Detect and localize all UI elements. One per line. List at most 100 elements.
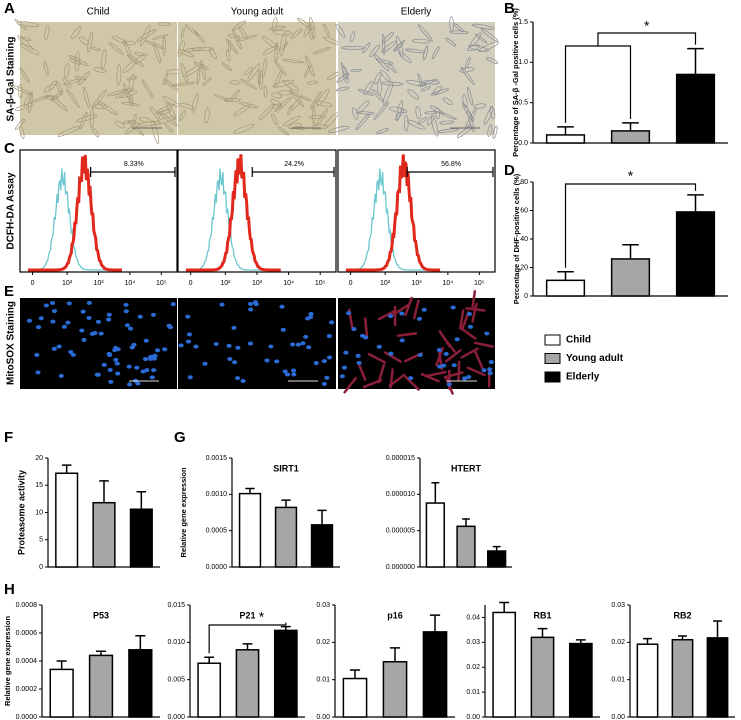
flow-tick-label: 10⁴ <box>443 280 454 287</box>
cell <box>17 84 23 99</box>
cell <box>258 70 264 90</box>
error-bar <box>281 499 291 508</box>
cell <box>68 55 89 67</box>
cell <box>274 42 279 62</box>
y-tick-label: 0.010 <box>167 639 185 646</box>
nucleus <box>451 363 457 368</box>
nucleus <box>280 327 286 332</box>
bar <box>310 524 334 568</box>
y-tick-label: 20 <box>35 455 43 462</box>
y-tick-label: 0.0008 <box>16 602 38 609</box>
nucleus <box>274 359 280 364</box>
cell <box>431 46 440 60</box>
cell <box>381 40 397 53</box>
y-axis-label: Percentage of SA-β -Gal positive cells (… <box>511 8 520 157</box>
nucleus <box>127 382 133 387</box>
panel-label: F <box>4 429 13 446</box>
nucleus <box>86 315 92 320</box>
bar <box>55 472 79 568</box>
flow-tick-label: 10³ <box>252 280 263 287</box>
nucleus <box>454 337 460 342</box>
cell <box>363 81 374 95</box>
nucleus <box>113 357 119 362</box>
nucleus <box>124 323 130 328</box>
panel-label: H <box>4 581 15 598</box>
nucleus <box>101 362 107 367</box>
cell <box>281 41 289 51</box>
cell <box>164 123 174 133</box>
cell <box>464 57 471 69</box>
y-axis-label: Proteasome activity <box>16 470 26 555</box>
nucleus <box>481 368 487 373</box>
y-tick-label: 5 <box>39 537 43 544</box>
cell <box>221 62 233 72</box>
legend-swatch <box>544 371 561 383</box>
y-tick-label: 0.0002 <box>16 686 38 693</box>
cell <box>29 94 52 104</box>
bar <box>487 550 507 568</box>
error-bar <box>557 271 574 281</box>
cell <box>411 38 431 44</box>
cell <box>185 24 200 37</box>
cell <box>281 58 305 64</box>
cell <box>373 101 390 121</box>
cell <box>122 59 138 74</box>
cell <box>91 127 100 138</box>
y-tick-label: 0.02 <box>316 639 330 646</box>
chart-title: P21 <box>239 610 255 620</box>
error-bar <box>499 601 510 613</box>
mito-signal <box>377 309 397 321</box>
nucleus <box>416 316 423 321</box>
y-tick-label: 0.00 <box>611 714 625 720</box>
error-bar <box>429 614 441 632</box>
cell <box>128 74 135 91</box>
nucleus <box>43 303 49 308</box>
chart-title: SIRT1 <box>273 463 299 473</box>
cell <box>111 35 128 44</box>
y-tick-label: 0.02 <box>611 639 625 646</box>
nucleus <box>421 307 427 312</box>
nucleus <box>51 346 57 351</box>
cell <box>62 77 72 89</box>
nucleus <box>170 302 176 307</box>
cell <box>316 108 329 127</box>
flow-tick-label: 10² <box>62 280 73 287</box>
cell <box>430 88 449 96</box>
nucleus <box>123 309 129 314</box>
nucleus <box>308 315 314 320</box>
nucleus <box>123 302 129 307</box>
legend-label: Child <box>566 335 591 346</box>
nucleus <box>388 314 394 319</box>
cell <box>407 89 420 100</box>
y-tick-label: 0.5 <box>518 100 528 107</box>
cell <box>274 60 287 76</box>
cell <box>304 55 315 77</box>
cell <box>336 72 350 83</box>
y-axis-label: Percentage of DHF-positive cells (%) <box>512 173 521 304</box>
mito-signal <box>457 360 461 382</box>
cell <box>262 45 278 55</box>
bar <box>235 649 260 718</box>
cell <box>395 109 404 121</box>
cell <box>183 47 204 53</box>
y-tick-label: 0.0000 <box>16 714 38 720</box>
nucleus <box>34 352 40 357</box>
cell <box>287 105 293 116</box>
error-bar <box>99 480 109 503</box>
flow-frame <box>177 149 337 273</box>
nucleus <box>35 325 42 330</box>
mito-signal <box>389 368 394 389</box>
nucleus <box>326 355 333 360</box>
cell <box>404 48 426 54</box>
cell <box>141 79 154 98</box>
cell <box>139 24 151 47</box>
cell <box>43 83 56 93</box>
nucleus <box>291 372 297 377</box>
error-bar <box>643 637 652 645</box>
nucleus <box>290 342 296 347</box>
cell <box>19 125 25 139</box>
histogram-curve <box>345 154 441 272</box>
cell <box>115 87 134 99</box>
cell <box>350 68 363 72</box>
error-bar <box>622 243 639 259</box>
